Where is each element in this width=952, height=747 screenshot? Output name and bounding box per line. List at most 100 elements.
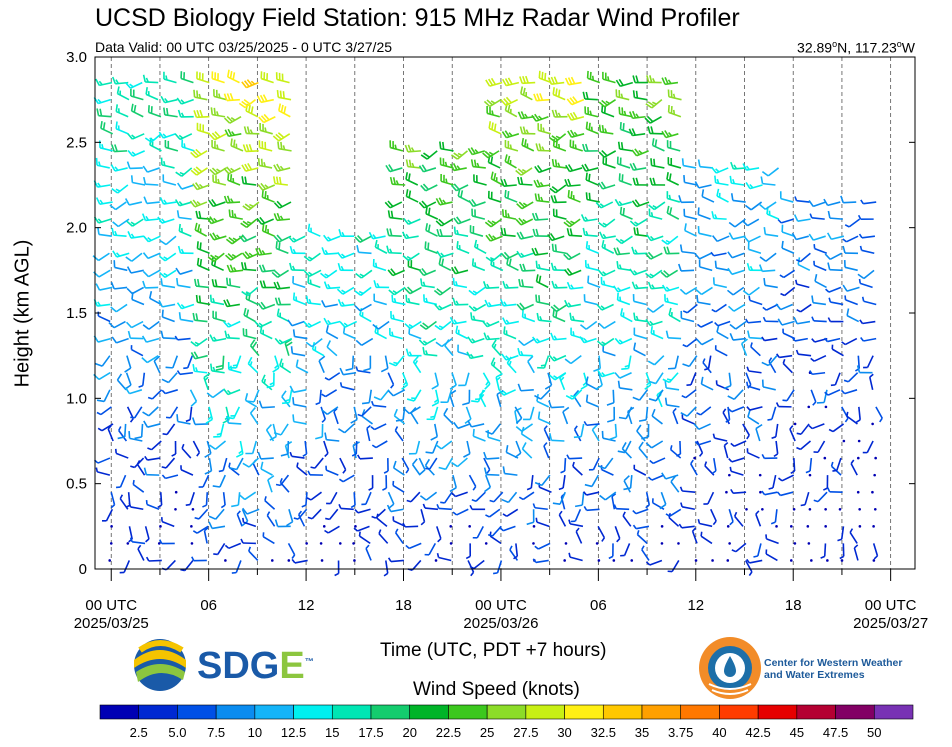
wind-barb [588,457,600,471]
wind-barb [827,210,843,220]
colorbar-label: 42.5 [745,725,770,740]
wind-barb [277,141,292,152]
wind-barb [93,372,111,381]
wind-barb [423,294,438,306]
wind-barb [811,316,827,323]
wind-barb [211,140,225,152]
wind-barb [664,294,679,306]
wind-barb [175,167,193,177]
wind-barb [753,543,762,558]
wind-barb [714,175,729,186]
wind-barb [565,389,583,400]
wind-barb [387,268,406,277]
wind-barb [455,325,469,340]
wind-barb [158,252,177,262]
wind-barb [386,504,404,513]
wind-barb [488,121,502,135]
wind-barb [527,355,535,374]
wind-barb [242,507,260,515]
wind-barb [566,96,585,106]
wind-barb [506,257,519,272]
wind-barb [531,336,550,344]
wind-barb [711,166,729,174]
wind-barb [111,184,129,194]
wind-barb [434,320,452,331]
wind-barb [645,492,651,509]
x-tick-label: 06 [590,597,607,614]
wind-barb [144,133,162,143]
wind-barb [242,201,260,211]
wind-barb [842,235,859,243]
wind-barb [163,71,177,84]
wind-barb [420,183,438,192]
wind-barb [387,557,404,563]
wind-barb [211,257,224,272]
wind-barb [569,139,583,152]
wind-barb [558,475,566,491]
wind-barb [246,389,260,403]
wind-barb [229,457,244,471]
wind-barb [558,510,567,527]
wind-barb [292,397,307,408]
wind-barb [596,303,614,311]
wind-barb [258,264,276,273]
wind-barb [320,559,324,562]
wind-barb [223,93,240,102]
wind-barb [435,440,453,450]
wind-barb [301,492,308,508]
colorbar-swatch [177,704,217,720]
wind-barb [224,330,240,340]
colorbar-swatch [293,704,333,720]
wind-barb [632,524,650,530]
wind-barb [574,492,585,508]
wind-barb [95,197,113,205]
wind-barb [487,190,502,203]
wind-barb [597,457,614,470]
wind-barb [728,457,745,463]
wind-barb [766,206,780,220]
wind-barb [240,218,258,229]
wind-barb [468,525,471,528]
colorbar-label: 30 [557,725,571,740]
wind-barb [742,286,760,296]
wind-barb [165,355,179,369]
wind-barb [515,423,534,432]
wind-barb [535,294,550,306]
wind-barb [110,303,128,313]
wind-barb [669,445,682,459]
wind-barb [616,261,632,272]
wind-barb [644,372,652,390]
wind-barb [503,326,517,340]
wind-barb [453,216,471,225]
wind-barb [535,260,550,272]
wind-barb [726,559,730,562]
wind-barb [765,549,778,562]
wind-barb [359,307,372,323]
wind-barb [570,327,584,340]
wind-barb [581,163,599,172]
wind-barb [549,133,567,143]
colorbar-label: 32.5 [591,725,616,740]
wind-barb [307,223,321,237]
wind-barb [356,454,373,460]
wind-barb [361,389,373,405]
wind-barb [825,286,842,293]
wind-barb [597,269,616,277]
wind-barb [153,355,161,374]
wind-barb [727,303,746,312]
wind-barb [157,492,163,509]
wind-barb [629,110,646,120]
wind-barb [352,542,355,545]
wind-barb [95,467,111,476]
wind-barb [779,269,796,279]
wind-barb [307,275,321,289]
wind-barb [378,529,389,544]
wind-barb [209,131,227,141]
wind-barb [501,209,517,220]
wind-barb [434,559,438,562]
latitude-value: 32.89 [797,39,833,56]
wind-barb [600,276,615,289]
wind-barb [667,157,682,169]
wind-barb [686,372,697,386]
wind-barb [324,525,340,534]
